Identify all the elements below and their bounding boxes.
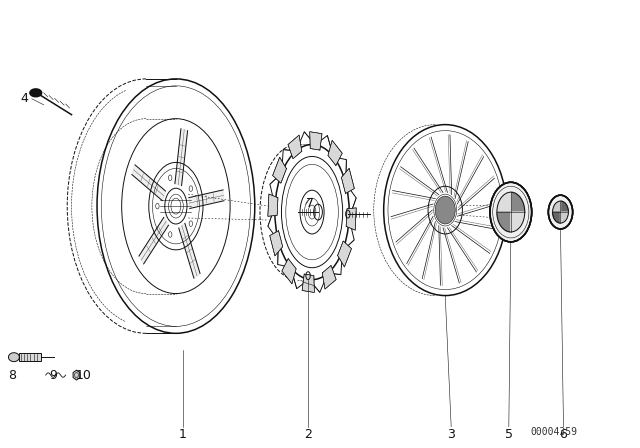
Text: 10: 10	[76, 369, 92, 382]
Polygon shape	[269, 231, 283, 256]
Polygon shape	[511, 212, 525, 232]
Polygon shape	[189, 190, 224, 208]
Polygon shape	[561, 201, 568, 212]
Polygon shape	[73, 370, 80, 380]
Polygon shape	[175, 129, 188, 185]
Polygon shape	[30, 89, 42, 97]
Polygon shape	[323, 265, 336, 289]
Ellipse shape	[548, 195, 573, 229]
Polygon shape	[139, 217, 168, 264]
Polygon shape	[282, 258, 296, 284]
Polygon shape	[552, 212, 561, 223]
Polygon shape	[302, 274, 314, 293]
Polygon shape	[132, 165, 166, 201]
Polygon shape	[511, 192, 525, 212]
Polygon shape	[288, 135, 302, 159]
Polygon shape	[310, 132, 322, 150]
Text: 2: 2	[304, 428, 312, 441]
Polygon shape	[561, 212, 568, 223]
Text: 5: 5	[505, 428, 513, 441]
Ellipse shape	[490, 182, 532, 242]
Text: 00004359: 00004359	[530, 426, 577, 437]
Polygon shape	[273, 157, 287, 183]
Polygon shape	[338, 241, 351, 267]
Text: 3: 3	[447, 428, 455, 441]
Text: 6: 6	[559, 428, 568, 441]
FancyBboxPatch shape	[19, 353, 41, 361]
Polygon shape	[552, 201, 561, 212]
Polygon shape	[497, 212, 511, 232]
Polygon shape	[8, 353, 19, 362]
Polygon shape	[341, 168, 355, 194]
Text: 4: 4	[20, 92, 28, 105]
Polygon shape	[328, 140, 342, 166]
Ellipse shape	[435, 196, 455, 224]
Text: 1: 1	[179, 428, 187, 441]
Polygon shape	[179, 224, 200, 278]
Text: 8: 8	[8, 369, 16, 382]
Polygon shape	[268, 194, 278, 216]
Polygon shape	[346, 208, 356, 230]
Polygon shape	[497, 192, 511, 212]
Text: 7: 7	[306, 197, 314, 210]
Text: 9: 9	[50, 369, 58, 382]
